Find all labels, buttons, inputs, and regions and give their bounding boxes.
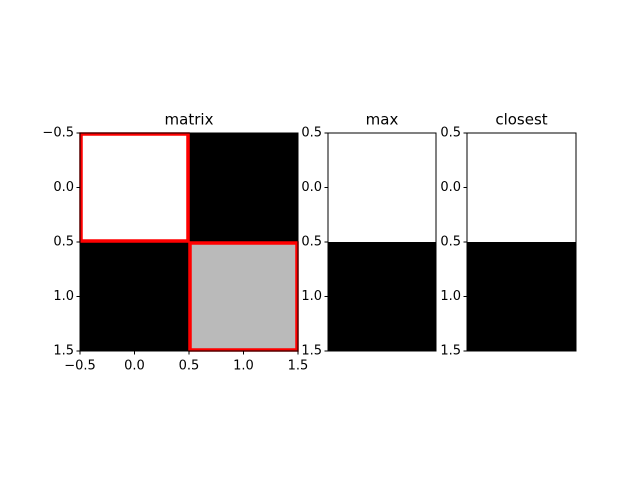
y-tick-label: 0.5 (53, 235, 74, 250)
y-tick-label: 1.0 (440, 289, 461, 304)
x-tick-label: 0.5 (179, 359, 200, 374)
x-tick-label: −0.5 (64, 359, 96, 374)
highlight-box (79, 132, 190, 243)
x-tick-label: 1.5 (288, 359, 309, 374)
axes-title: max (366, 111, 399, 129)
y-tick-label: 0.5 (440, 126, 461, 141)
cell (328, 242, 437, 352)
cell (80, 242, 190, 352)
cell (80, 133, 190, 243)
y-tick-label: 1.5 (301, 344, 322, 359)
y-tick-label: 0.5 (301, 235, 322, 250)
cell (467, 242, 577, 352)
y-tick-label: 0.5 (301, 126, 322, 141)
cell (189, 133, 299, 243)
cell (467, 133, 577, 243)
cell (328, 133, 437, 243)
highlight-box (188, 241, 299, 352)
y-tick-label: 1.0 (301, 289, 322, 304)
x-tick-label: 1.0 (233, 359, 254, 374)
x-tick-label: 0.0 (124, 359, 145, 374)
y-tick-label: 1.0 (53, 289, 74, 304)
y-tick-label: 1.5 (53, 344, 74, 359)
y-tick-label: 0.0 (440, 180, 461, 195)
cell (189, 242, 299, 352)
y-tick-label: 0.0 (53, 180, 74, 195)
axes-title: closest (495, 111, 547, 129)
axes-title: matrix (165, 111, 214, 129)
y-tick-label: 0.5 (440, 235, 461, 250)
y-tick-label: 1.5 (440, 344, 461, 359)
y-tick-label: −0.5 (42, 126, 74, 141)
y-tick-label: 0.0 (301, 180, 322, 195)
